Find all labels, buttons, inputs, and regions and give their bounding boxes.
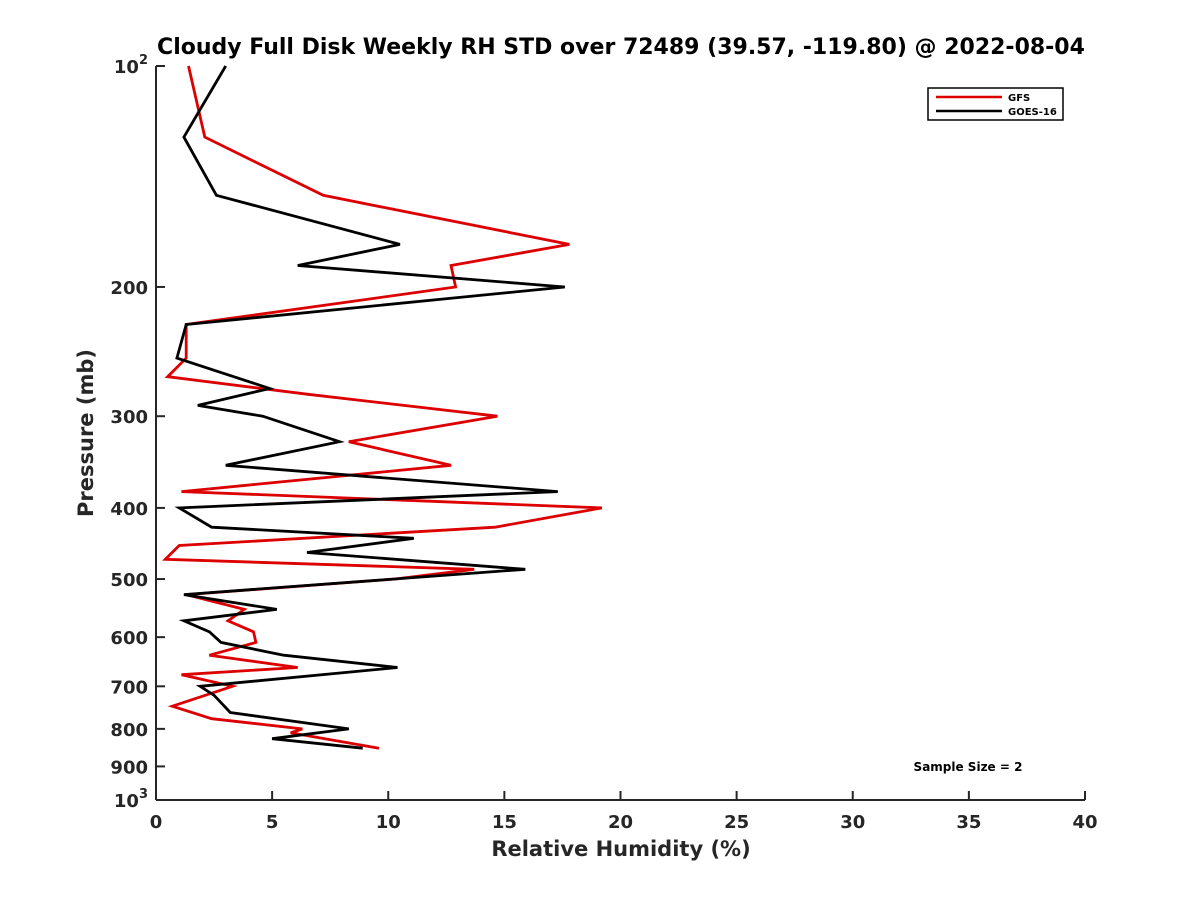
legend-label-goes-16: GOES-16 bbox=[1008, 107, 1057, 118]
x-tick-label: 5 bbox=[266, 812, 279, 833]
y-axis-label: Pressure (mb) bbox=[74, 349, 98, 517]
x-axis-ticks: 0 5 10 15 20 25 30 35 40 bbox=[150, 791, 1098, 833]
x-tick-label: 20 bbox=[608, 812, 633, 833]
y-tick-label: 300 bbox=[110, 407, 148, 428]
x-tick-label: 25 bbox=[724, 812, 749, 833]
legend: GFS GOES-16 bbox=[927, 87, 1064, 121]
y-tick-label: 200 bbox=[110, 278, 148, 299]
x-tick-label: 10 bbox=[376, 812, 401, 833]
x-tick-label: 35 bbox=[956, 812, 981, 833]
x-tick-label: 0 bbox=[150, 812, 163, 833]
series-line-goes-16 bbox=[174, 65, 565, 750]
y-tick-label: 700 bbox=[110, 677, 148, 698]
y-tick-label: 103 bbox=[114, 787, 148, 812]
x-tick-label: 15 bbox=[492, 812, 517, 833]
series-line-gfs bbox=[162, 65, 603, 750]
legend-box bbox=[927, 87, 1064, 121]
y-tick-label: 500 bbox=[110, 570, 148, 591]
y-tick-label: 102 bbox=[114, 53, 148, 78]
sample-size-annotation: Sample Size = 2 bbox=[914, 760, 1023, 774]
chart-title: Cloudy Full Disk Weekly RH STD over 7248… bbox=[157, 35, 1085, 60]
x-axis-label: Relative Humidity (%) bbox=[491, 837, 750, 861]
x-tick-label: 30 bbox=[840, 812, 865, 833]
plot-lines bbox=[162, 65, 603, 750]
y-tick-label: 600 bbox=[110, 628, 148, 649]
y-tick-label: 900 bbox=[110, 757, 148, 778]
y-tick-label: 400 bbox=[110, 499, 148, 520]
y-axis-ticks: 102 200 300 400 500 600 700 800 900 103 bbox=[110, 53, 165, 812]
legend-label-gfs: GFS bbox=[1008, 93, 1030, 104]
y-tick-label: 800 bbox=[110, 720, 148, 741]
x-tick-label: 40 bbox=[1072, 812, 1097, 833]
